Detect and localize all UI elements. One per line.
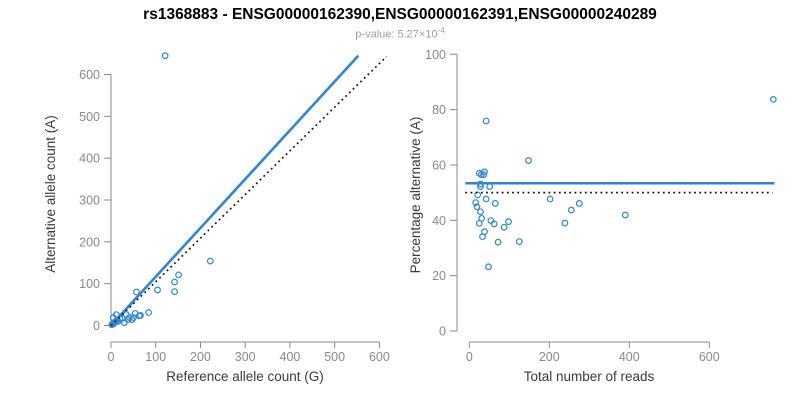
x-tick-label: 600	[369, 350, 390, 364]
data-point	[145, 309, 152, 316]
data-point	[482, 195, 490, 203]
pvalue-base: 5.27×10	[397, 28, 438, 41]
x-tick-label: 0	[108, 350, 115, 364]
data-point	[161, 52, 169, 60]
data-point	[472, 199, 480, 207]
data-point	[175, 271, 182, 279]
y-tick-label: 200	[79, 235, 100, 249]
y-tick-label: 0	[93, 319, 100, 333]
data-point	[137, 312, 144, 319]
data-point	[129, 314, 137, 321]
x-tick-label: 200	[190, 350, 211, 364]
data-point	[567, 206, 575, 214]
data-point	[561, 219, 569, 227]
x-tick-label: 400	[619, 350, 640, 364]
right-yaxis-label: Percentage alternative (A)	[408, 116, 423, 274]
x-tick-label: 600	[699, 350, 720, 364]
y-tick-label: 100	[79, 277, 100, 291]
data-point	[481, 168, 488, 176]
y-tick-label: 300	[79, 194, 100, 208]
data-point	[171, 278, 178, 286]
x-tick-label: 400	[280, 350, 301, 364]
y-tick-label: 20	[432, 269, 446, 283]
data-point	[482, 117, 490, 125]
x-tick-label: 300	[235, 350, 256, 364]
y-tick-label: 100	[425, 48, 446, 62]
data-point	[490, 220, 498, 228]
data-point	[769, 96, 777, 103]
data-point	[154, 286, 161, 294]
x-tick-label: 200	[539, 350, 560, 364]
x-tick-label: 100	[145, 350, 166, 364]
data-point	[525, 157, 532, 164]
x-tick-label: 0	[466, 350, 473, 364]
x-tick-label: 500	[324, 350, 345, 364]
data-point	[491, 200, 499, 207]
data-point	[474, 191, 482, 199]
figure-subtitle: p-value: 5.27×10-4	[0, 26, 800, 41]
data-point	[480, 171, 488, 179]
data-point	[494, 238, 502, 246]
pvalue-exponent: -4	[437, 26, 445, 35]
data-point	[133, 288, 140, 296]
data-point	[171, 288, 178, 296]
y-tick-label: 80	[432, 103, 446, 117]
y-tick-label: 600	[79, 68, 100, 82]
data-point	[475, 219, 483, 227]
data-point	[485, 263, 492, 271]
left-xaxis-label: Reference allele count (G)	[166, 369, 324, 384]
data-point	[112, 311, 120, 319]
data-point	[477, 208, 484, 216]
data-point	[473, 203, 481, 211]
y-tick-label: 400	[79, 152, 100, 166]
y-tick-label: 60	[432, 158, 446, 172]
data-point	[486, 183, 494, 190]
data-point	[546, 195, 554, 203]
data-point	[500, 223, 508, 231]
right-xaxis-label: Total number of reads	[523, 369, 655, 384]
identity-line	[110, 55, 388, 327]
fitted-ratio-line	[110, 54, 360, 327]
left-yaxis-label: Alternative allele count (A)	[43, 115, 58, 273]
data-point	[505, 218, 512, 226]
data-point	[575, 200, 583, 207]
data-point	[479, 233, 486, 241]
data-point	[206, 257, 214, 265]
y-tick-label: 500	[79, 110, 100, 124]
figure-title: rs1368883 - ENSG00000162390,ENSG00000162…	[143, 6, 657, 23]
y-tick-label: 0	[439, 325, 446, 339]
pvalue-label: p-value:	[355, 28, 395, 41]
data-point	[621, 211, 629, 219]
data-point	[515, 238, 523, 246]
data-point	[487, 217, 495, 224]
y-tick-label: 40	[432, 214, 446, 228]
